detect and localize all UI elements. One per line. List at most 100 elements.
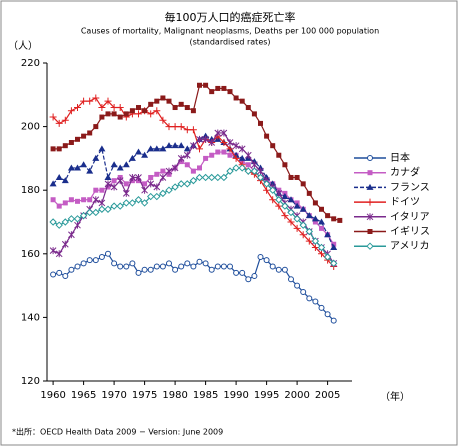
point xyxy=(306,190,312,196)
point xyxy=(55,221,63,229)
point xyxy=(324,311,331,318)
legend-marker xyxy=(366,242,374,250)
point xyxy=(238,154,246,161)
chart-subtitle: Causes of mortality, Malignant neoplasms… xyxy=(81,27,379,36)
point xyxy=(104,97,112,105)
point xyxy=(154,98,160,104)
point xyxy=(116,104,124,112)
point xyxy=(86,97,94,105)
point xyxy=(85,208,94,217)
point xyxy=(98,205,106,213)
point xyxy=(324,231,332,238)
point xyxy=(50,197,56,203)
point xyxy=(99,114,105,120)
point xyxy=(245,105,251,111)
point xyxy=(165,142,173,149)
point xyxy=(227,263,233,270)
point xyxy=(160,95,166,101)
point xyxy=(49,247,57,255)
point xyxy=(55,119,63,127)
point xyxy=(293,215,301,223)
point xyxy=(264,133,270,139)
point xyxy=(154,171,160,177)
point xyxy=(117,114,123,120)
x-tick-label: 1985 xyxy=(193,390,218,401)
point xyxy=(196,258,203,265)
point xyxy=(305,212,313,219)
point xyxy=(311,215,319,222)
x-tick-label: 2000 xyxy=(284,390,309,401)
point xyxy=(147,266,154,273)
point xyxy=(153,192,161,201)
point xyxy=(74,104,81,112)
point xyxy=(117,263,124,270)
point xyxy=(275,202,283,210)
point xyxy=(160,168,166,174)
point xyxy=(98,199,106,207)
point xyxy=(93,124,99,130)
point xyxy=(202,135,209,143)
point xyxy=(166,98,172,104)
point xyxy=(244,151,252,159)
legend-marker xyxy=(367,229,373,234)
x-tick-label: 1975 xyxy=(132,390,157,401)
point xyxy=(306,295,313,302)
point xyxy=(166,260,172,267)
point xyxy=(275,266,282,273)
y-tick-label: 160 xyxy=(21,249,40,260)
point xyxy=(49,180,57,187)
point xyxy=(177,142,185,149)
x-tick-label: 1970 xyxy=(101,390,126,401)
point xyxy=(318,250,325,258)
point xyxy=(153,107,161,115)
point xyxy=(171,164,179,172)
point xyxy=(153,145,161,152)
point xyxy=(287,208,295,217)
point xyxy=(262,180,271,188)
point xyxy=(178,101,184,107)
point xyxy=(68,231,75,239)
point xyxy=(300,288,307,295)
point xyxy=(263,257,270,264)
point xyxy=(87,130,93,136)
point xyxy=(197,82,202,88)
point xyxy=(116,202,124,210)
point xyxy=(74,221,81,229)
point xyxy=(208,266,215,273)
point xyxy=(62,273,69,280)
point xyxy=(177,154,185,162)
point xyxy=(80,97,88,105)
point xyxy=(244,167,253,175)
point xyxy=(220,263,227,270)
point xyxy=(226,139,234,146)
source: *出所：OECD Health Data 2009 − Version: Jun… xyxy=(12,427,223,437)
x-tick-label: 1965 xyxy=(71,390,96,401)
point xyxy=(135,110,142,118)
point xyxy=(232,154,240,162)
point xyxy=(159,116,167,124)
point xyxy=(172,266,179,273)
point xyxy=(275,189,283,197)
point xyxy=(183,180,192,188)
point xyxy=(61,240,69,248)
point xyxy=(148,174,154,180)
point xyxy=(263,186,271,194)
legend-label: 日本 xyxy=(390,151,410,164)
point xyxy=(105,111,111,117)
point xyxy=(318,218,325,225)
point xyxy=(128,199,137,207)
point xyxy=(74,164,81,171)
point xyxy=(245,162,251,168)
point xyxy=(220,173,228,182)
point xyxy=(189,126,197,134)
point xyxy=(214,173,222,182)
point xyxy=(276,152,282,158)
point xyxy=(190,108,196,114)
point xyxy=(123,111,129,117)
point xyxy=(123,263,130,270)
point xyxy=(312,298,319,305)
point xyxy=(178,263,185,270)
point xyxy=(215,85,221,91)
point xyxy=(142,108,148,114)
